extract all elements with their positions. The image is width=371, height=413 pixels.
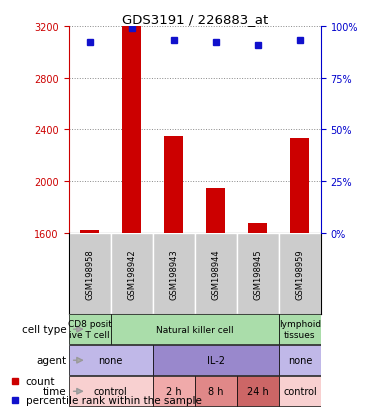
Text: control: control	[94, 386, 128, 396]
Text: CD8 posit
ive T cell: CD8 posit ive T cell	[68, 320, 112, 339]
Bar	[237, 377, 279, 406]
Bar	[153, 233, 195, 314]
Text: IL-2: IL-2	[207, 355, 225, 366]
Bar	[195, 377, 237, 406]
Text: GSM198944: GSM198944	[211, 248, 220, 299]
Bar	[153, 377, 195, 406]
Bar	[279, 377, 321, 406]
Bar	[69, 315, 111, 344]
Text: control: control	[283, 386, 317, 396]
Text: count: count	[26, 376, 55, 386]
Bar	[279, 315, 321, 344]
Bar	[164, 137, 183, 233]
Text: GSM198943: GSM198943	[169, 248, 178, 299]
Bar	[69, 345, 153, 375]
Bar	[290, 139, 309, 233]
Bar	[111, 233, 153, 314]
Text: GSM198958: GSM198958	[85, 248, 94, 299]
Text: agent: agent	[36, 355, 66, 366]
Text: none: none	[288, 355, 312, 366]
Text: lymphoid
tissues: lymphoid tissues	[279, 320, 321, 339]
Text: 2 h: 2 h	[166, 386, 181, 396]
Text: none: none	[98, 355, 123, 366]
Text: 24 h: 24 h	[247, 386, 269, 396]
Bar	[279, 345, 321, 375]
Text: time: time	[43, 386, 66, 396]
Bar	[69, 233, 111, 314]
Text: GSM198942: GSM198942	[127, 248, 136, 299]
Bar	[206, 188, 225, 233]
Bar	[153, 345, 279, 375]
Bar	[80, 231, 99, 233]
Bar	[237, 233, 279, 314]
Text: GSM198959: GSM198959	[295, 248, 304, 299]
Text: cell type: cell type	[22, 324, 66, 335]
Bar	[111, 315, 279, 344]
Text: Natural killer cell: Natural killer cell	[156, 325, 234, 334]
Bar	[195, 233, 237, 314]
Title: GDS3191 / 226883_at: GDS3191 / 226883_at	[122, 13, 268, 26]
Text: 8 h: 8 h	[208, 386, 224, 396]
Text: GSM198945: GSM198945	[253, 248, 262, 299]
Bar	[122, 27, 141, 233]
Bar	[69, 377, 153, 406]
Text: percentile rank within the sample: percentile rank within the sample	[26, 394, 201, 405]
Bar	[249, 223, 267, 233]
Bar	[279, 233, 321, 314]
